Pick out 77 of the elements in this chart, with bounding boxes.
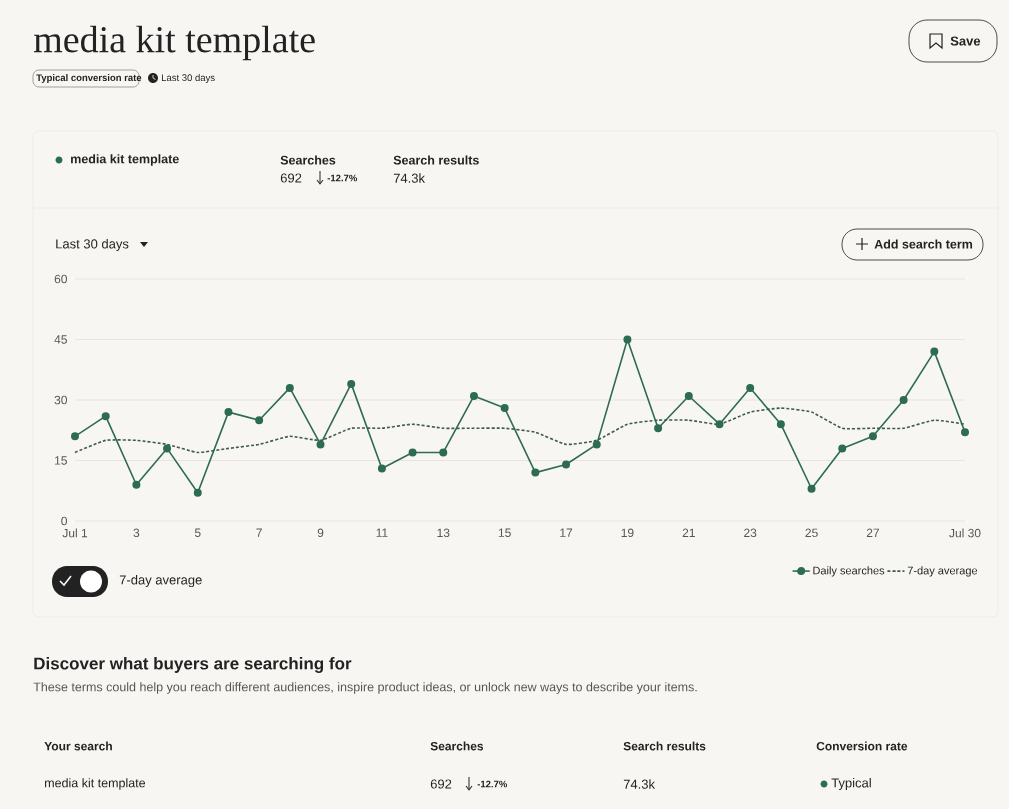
x-tick-label: 5 [194,528,201,537]
point [439,448,448,457]
text: Searches [280,155,336,165]
text: Typical conversion rate [36,74,142,83]
point [838,444,847,453]
text: media kit template [45,778,146,790]
point [408,448,417,457]
text: Last 30 days [161,74,215,83]
point [776,420,785,429]
point [746,383,755,392]
text: Searches [430,741,484,751]
point [654,424,663,433]
point [469,391,478,400]
point [715,420,724,429]
x-tick-label: 15 [498,528,511,537]
point [930,347,939,356]
line-series [74,407,966,454]
text: 692 [280,173,302,183]
y-tick-label: 15 [55,456,67,465]
point [163,444,172,453]
point [592,440,601,449]
text: -12.7% [327,174,358,182]
legend-label: Daily searches [813,566,885,577]
x-tick-label: 9 [317,528,324,538]
text: Add search term [874,239,973,249]
y-tick-label: 30 [54,395,67,405]
x-tick-label: 27 [866,528,880,537]
point [285,383,294,392]
point [684,391,693,400]
x-tick-label: 7 [256,528,262,537]
x-tick-label: 17 [560,528,573,537]
x-tick-label: Jul 1 [62,528,88,538]
text: Save [950,36,981,46]
x-tick-label: 21 [682,528,695,537]
text: -12.7% [477,780,508,788]
x-tick-label: 3 [133,528,140,538]
x-tick-label: 23 [744,528,757,538]
x-tick-label: Jul 30 [949,528,981,538]
y-tick-label: 0 [61,516,68,526]
point [899,396,908,405]
point [807,484,816,493]
text: 74.3k [623,779,656,789]
point [193,488,202,497]
point [961,428,970,437]
text: These terms could help you reach different audiences, inspire product ideas, or unlock new ways to describe your items. [33,682,697,694]
point [71,432,79,441]
point [623,335,632,344]
point [101,412,110,421]
legend-label: 7-day average [907,566,978,577]
x-tick-label: 25 [805,528,818,538]
x-tick-label: 11 [376,528,388,537]
point [500,404,509,413]
x-tick-label: 19 [621,528,634,538]
point [132,480,141,489]
text: Discover what buyers are searching for [34,657,352,673]
point [531,468,540,477]
text: Search results [623,741,706,751]
x-tick-label: 13 [437,528,450,538]
text: Search results [393,155,479,165]
text: Last 30 days [56,238,129,252]
text: Your search [44,741,112,751]
text: 7-day average [119,574,202,588]
point [316,440,325,449]
point [224,408,233,417]
text: media kit template [71,154,179,166]
text: Typical [831,777,871,791]
point [377,464,386,473]
text: Conversion rate [816,741,908,751]
point [562,460,571,469]
y-tick-label: 60 [54,274,67,284]
chart-title: media kit template [34,25,315,61]
point [255,416,264,425]
point [868,432,877,441]
text: 74.3k [393,173,426,183]
text: 692 [430,779,452,789]
point [347,379,356,388]
y-tick-label: 45 [54,335,67,344]
